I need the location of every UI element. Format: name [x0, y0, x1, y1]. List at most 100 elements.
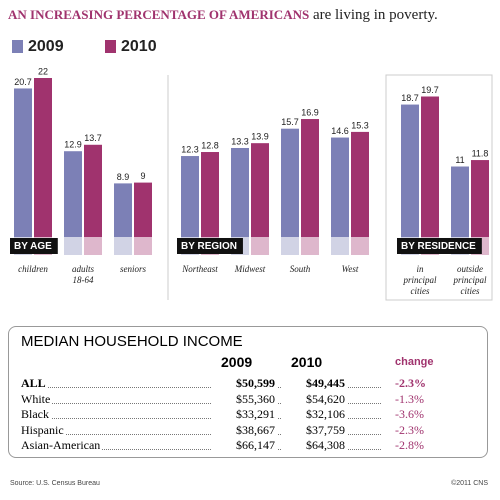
- bar: [301, 119, 319, 255]
- leader: [21, 449, 381, 450]
- value-label: 13.3: [231, 136, 249, 146]
- label-line: principal: [453, 275, 487, 285]
- column-header: 2010: [289, 354, 325, 370]
- category-label: West: [342, 264, 359, 274]
- leader: [21, 387, 381, 388]
- label-line: in: [416, 264, 424, 274]
- bar: [331, 137, 349, 255]
- value-label: 20.7: [14, 77, 32, 87]
- value-label: 8.9: [117, 172, 130, 182]
- value-label: 16.9: [301, 107, 319, 117]
- table-title: MEDIAN HOUSEHOLD INCOME: [21, 333, 243, 350]
- column-header: 2009: [219, 354, 255, 370]
- value-label: 12.8: [201, 140, 219, 150]
- row-label: Black: [19, 407, 51, 422]
- cell: -2.3%: [393, 376, 447, 391]
- bar: [471, 160, 489, 255]
- category-label: children: [18, 264, 48, 274]
- category-label: seniors: [120, 264, 147, 274]
- row-label: Hispanic: [19, 422, 66, 438]
- cell: $66,147: [211, 438, 277, 453]
- chart-title: AN INCREASING PERCENTAGE OF AMERICANS ar…: [8, 7, 438, 23]
- label-line: adults: [72, 264, 95, 274]
- credit: ©2011 CNS: [451, 480, 488, 487]
- bar: [134, 182, 152, 255]
- table-row: White $55,360 $54,620 -1.3%: [19, 391, 451, 407]
- cell: -1.3%: [393, 391, 447, 407]
- label-line: seniors: [120, 264, 147, 274]
- category-label: Northeast: [181, 264, 218, 274]
- cell: $64,308: [281, 438, 347, 453]
- chart: AN INCREASING PERCENTAGE OF AMERICANS ar…: [8, 7, 493, 301]
- label-line: cities: [411, 286, 430, 296]
- cell: $37,759: [281, 422, 347, 438]
- legend-swatch: [12, 40, 23, 53]
- bar: [34, 78, 52, 255]
- bar: [64, 151, 82, 255]
- group-label-bg: [10, 238, 58, 254]
- bar: [14, 88, 32, 255]
- group-label: BY RESIDENCE: [401, 241, 476, 252]
- group-label: BY AGE: [14, 241, 52, 252]
- value-label: 12.3: [181, 144, 199, 154]
- label-line: cities: [461, 286, 480, 296]
- category-label: in principal cities: [403, 264, 437, 296]
- group-label-bg: [177, 238, 243, 254]
- cell: $33,291: [211, 407, 277, 422]
- row-label: Asian-American: [19, 438, 103, 453]
- value-label: 13.7: [84, 133, 102, 143]
- value-label: 15.7: [281, 117, 299, 127]
- bar: [181, 156, 199, 255]
- value-label: 11: [455, 155, 464, 165]
- category-label: South: [290, 264, 311, 274]
- label-line: 18-64: [73, 275, 94, 285]
- bar: [251, 143, 269, 255]
- table-row: Asian-American $66,147 $64,308 -2.8%: [19, 438, 451, 453]
- column-header: change: [393, 356, 436, 368]
- table-row: Hispanic $38,667 $37,759 -2.3%: [19, 422, 451, 438]
- label-line: South: [290, 264, 311, 274]
- label-line: West: [342, 264, 359, 274]
- table-row: Black $33,291 $32,106 -3.6%: [19, 407, 451, 422]
- label-line: principal: [403, 275, 437, 285]
- bar: [281, 128, 299, 255]
- value-label: 19.7: [421, 85, 439, 95]
- bar: [84, 144, 102, 255]
- source: Source: U.S. Census Bureau: [10, 480, 100, 487]
- group-label: BY REGION: [181, 241, 237, 252]
- value-label: 22: [38, 66, 48, 76]
- label-line: Midwest: [234, 264, 266, 274]
- value-label: 14.6: [331, 126, 349, 136]
- title-emphasis: AN INCREASING PERCENTAGE OF AMERICANS: [8, 7, 309, 22]
- cell: $32,106: [281, 407, 347, 422]
- value-label: 9: [140, 171, 145, 181]
- bar: [351, 131, 369, 255]
- bar: [421, 96, 439, 255]
- title-rest: are living in poverty.: [313, 7, 438, 23]
- cell: $50,599: [211, 376, 277, 391]
- label-line: Northeast: [181, 264, 218, 274]
- header-row: 2009 2010 change: [21, 354, 451, 370]
- legend-label: 2010: [121, 38, 157, 55]
- row-label: ALL: [19, 376, 48, 391]
- leader: [21, 418, 381, 419]
- leader: [21, 402, 381, 404]
- bar: [451, 166, 469, 255]
- value-label: 13.9: [251, 132, 269, 142]
- cell: $49,445: [281, 376, 347, 391]
- bar: [401, 104, 419, 255]
- category-label: Midwest: [234, 264, 266, 274]
- value-label: 12.9: [64, 140, 82, 150]
- income-table: MEDIAN HOUSEHOLD INCOME 2009 2010 change AL…: [8, 326, 488, 458]
- label-line: outside: [457, 264, 483, 274]
- cell: $54,620: [281, 391, 347, 407]
- cell: $38,667: [211, 422, 277, 438]
- row-label: White: [19, 391, 53, 407]
- cell: $55,360: [211, 391, 277, 407]
- bar: [231, 147, 249, 255]
- panel-border: [385, 74, 493, 301]
- value-label: 15.3: [351, 120, 369, 130]
- value-label: 18.7: [401, 93, 419, 103]
- table-row: ALL $50,599 $49,445 -2.3%: [19, 376, 451, 391]
